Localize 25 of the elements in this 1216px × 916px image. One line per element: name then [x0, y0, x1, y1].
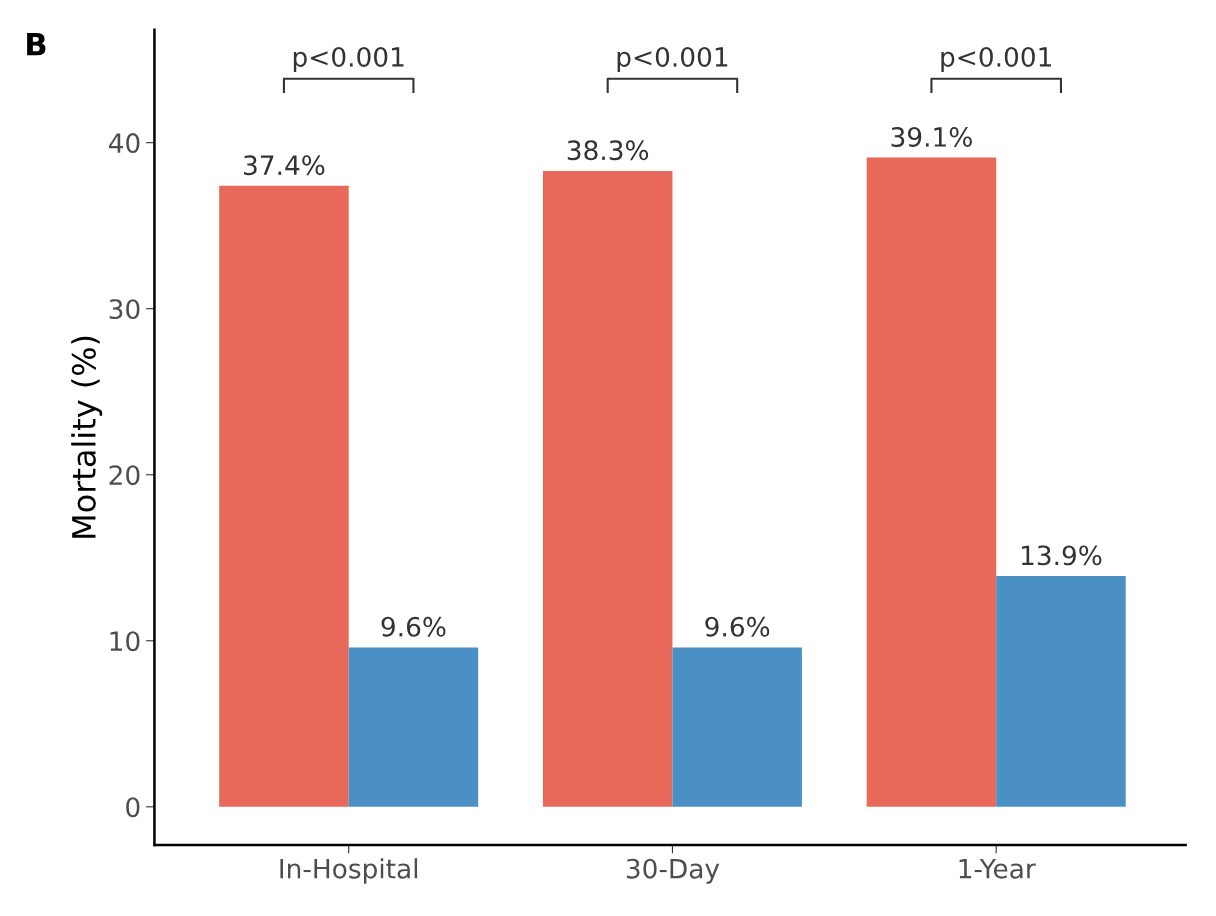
data-label: 9.6% [381, 616, 446, 637]
text: B [27, 33, 46, 56]
bar [866, 157, 997, 807]
annotation: p<0.001 [293, 46, 404, 73]
y-tick-label: 10 [110, 631, 140, 652]
annotation: p<0.001 [617, 46, 728, 73]
data-label: 38.3% [567, 140, 649, 161]
bar [542, 170, 673, 807]
y-tick-label: 40 [108, 133, 140, 154]
data-label: 39.1% [891, 126, 972, 147]
bar [672, 647, 802, 807]
bar [348, 647, 479, 807]
x-tick-label: 1-Year [959, 859, 1036, 879]
y-tick-label: 0 [126, 797, 140, 818]
data-label: 37.4% [244, 155, 325, 176]
bar [219, 185, 349, 807]
y-axis-title: Mortality (%) [71, 336, 103, 538]
x-tick-label: 30-Day [626, 858, 720, 884]
data-label: 9.6% [705, 616, 770, 637]
y-tick-label: 20 [109, 465, 140, 486]
bar [996, 576, 1126, 807]
x-tick-label: In-Hospital [280, 858, 418, 884]
annotation: p<0.001 [941, 46, 1051, 73]
data-label: 13.9% [1021, 545, 1102, 566]
y-tick-label: 30 [109, 299, 140, 320]
